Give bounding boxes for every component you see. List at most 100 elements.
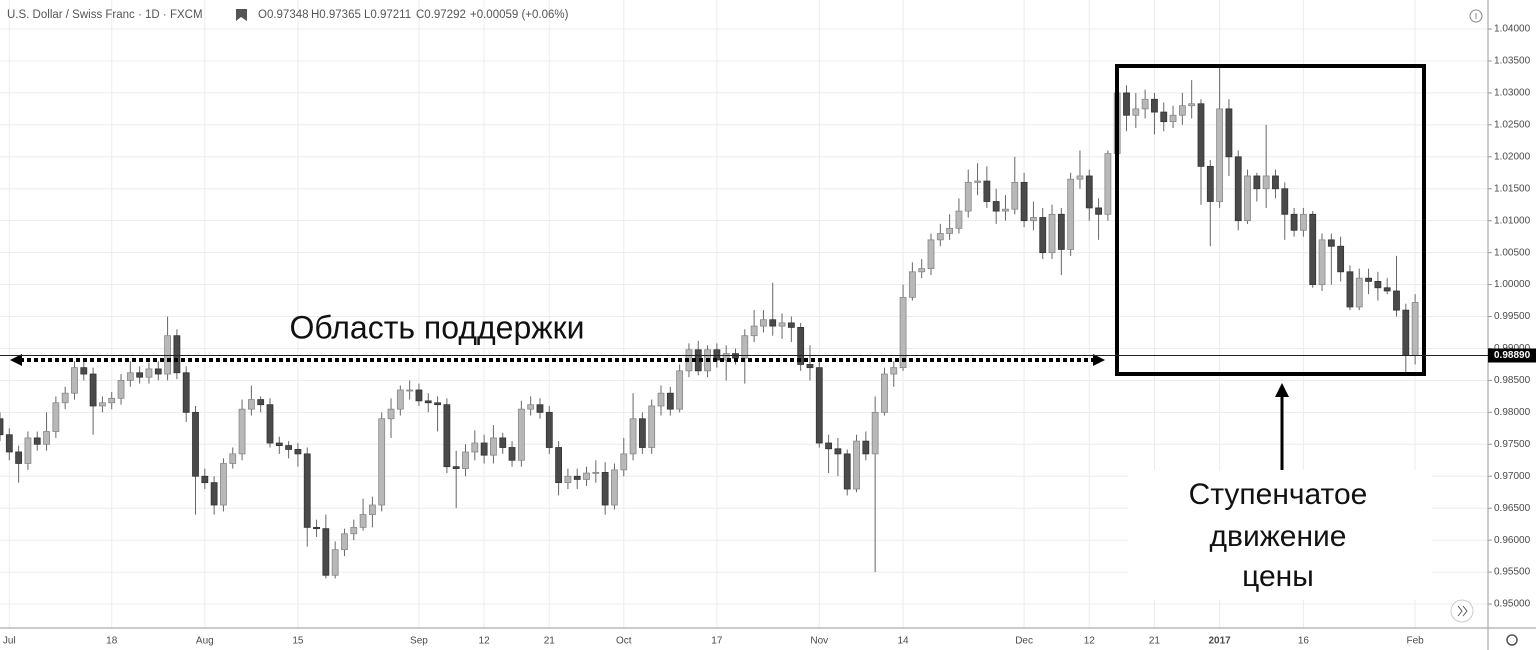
candle-body [1141,98,1149,110]
candle-body [1178,105,1186,116]
x-tick-label: 15 [292,636,304,647]
candle-body [778,322,786,327]
ohlc-high: H0.97365 [311,9,361,21]
candle-body [517,408,525,461]
candle-body [1393,290,1400,311]
flag-icon[interactable] [236,9,247,21]
candle-body [71,367,78,394]
candle-body [750,325,758,337]
candle-body [387,408,395,420]
candle-body [1123,92,1130,116]
candle-body [620,453,628,471]
candle-body [462,451,469,469]
x-tick-label: 12 [479,636,491,647]
candle-body [1095,207,1102,215]
candle-body [229,453,237,464]
candle-body [471,442,479,453]
candle-body [1169,114,1177,123]
candle-body [1244,175,1251,222]
candle-body [964,181,972,212]
candle-body [899,296,907,369]
candle-body [303,453,311,528]
candle-body [536,404,544,413]
movement-label: Ступенчатое [1189,478,1368,511]
candle-body [499,437,507,448]
y-tick-label: 0.97000 [1494,471,1531,482]
candle-body [853,440,860,490]
y-tick-label: 1.02500 [1494,119,1531,130]
info-icon[interactable] [1469,9,1483,23]
candle-body [592,472,600,474]
candle-body [1216,108,1224,202]
candle-body [1160,111,1168,123]
candle-body [545,411,553,448]
candle-body [1253,175,1261,190]
candle-body [117,380,125,399]
candle-body [508,447,516,461]
candle-body [946,227,954,234]
y-tick-label: 0.96500 [1494,503,1531,514]
candle-body [1132,108,1140,116]
x-tick-label: Sep [410,636,428,647]
y-tick-label: 0.95000 [1494,599,1531,610]
support-arrow-left [10,353,22,366]
candle-body [1225,108,1233,158]
x-tick-label: 21 [1149,636,1161,647]
candle-body [601,472,609,506]
x-tick-label: 16 [1298,636,1310,647]
candle-body [359,514,367,528]
candle-body [80,367,88,375]
movement-label: движение [1210,520,1347,553]
y-tick-label: 0.98500 [1494,375,1531,386]
candle-body [275,442,283,446]
candle-body [490,437,497,456]
candle-body [201,475,209,484]
x-tick-label: Jul [3,636,16,647]
y-tick-label: 0.99500 [1494,311,1531,322]
x-tick-label: Dec [1015,636,1033,647]
candle-body [452,466,460,469]
y-tick-label: 0.97500 [1494,439,1531,450]
candle-body [285,445,293,450]
candle-body [61,392,69,404]
candle-body [1048,213,1056,254]
candle-body [648,405,656,448]
y-tick-label: 1.00000 [1494,279,1531,290]
candle-body [741,335,749,359]
candle-body [1030,217,1037,222]
candle-body [1337,245,1345,273]
candle-body [806,364,814,369]
last-price-tag [1488,348,1536,363]
candle-body [983,180,991,202]
candle-body [238,408,246,455]
candle-body [1383,287,1391,292]
candle-body [1197,103,1205,167]
candle-body [247,399,255,410]
candle-body [257,399,265,406]
candle-body [666,392,674,410]
candle-body [834,448,842,455]
candle-body [722,353,730,361]
candle-body [1067,178,1075,250]
candle-body [815,367,823,444]
candle-body [825,442,832,450]
ohlc-close: C0.97292 [416,9,466,21]
candle-body [1151,98,1158,113]
x-tick-label: Oct [616,636,632,647]
x-tick-label: Aug [196,636,214,647]
y-tick-label: 1.01000 [1494,215,1531,226]
candle-body [24,437,32,464]
candle-body [974,180,981,183]
candle-body [611,469,618,506]
candle-body [797,326,805,365]
symbol: U.S. Dollar / Swiss Franc · 1D · FXCM [7,9,203,21]
x-tick-label: 14 [898,636,910,647]
candle-body [331,549,339,576]
support-arrow-right [1093,353,1105,366]
candle-body [555,447,562,484]
y-tick-label: 0.95500 [1494,567,1531,578]
settings-icon[interactable] [1506,634,1518,646]
candles [0,67,1419,579]
arrow-head [1275,383,1289,397]
candle-body [154,368,162,375]
